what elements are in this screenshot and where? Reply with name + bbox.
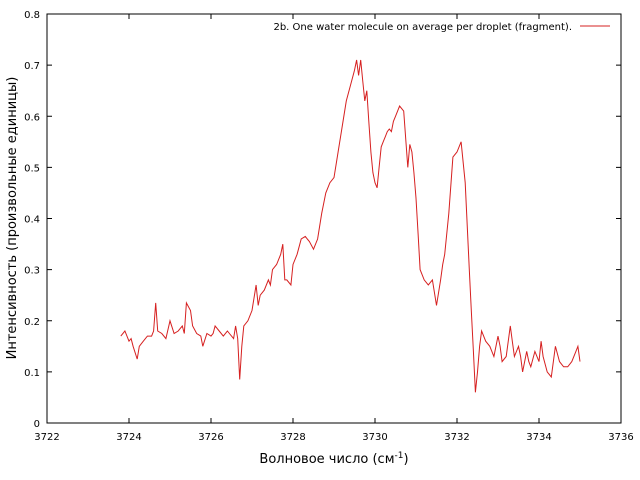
x-tick-label: 3732 — [444, 432, 469, 443]
x-tick-label: 3726 — [198, 432, 223, 443]
y-axis: 0 0.1 0.2 0.3 0.4 0.5 0.6 0.7 0.8 — [24, 10, 621, 430]
y-tick-label: 0.6 — [24, 112, 40, 123]
x-tick-label: 3722 — [34, 432, 59, 443]
y-tick-label: 0 — [34, 419, 40, 430]
x-tick-label: 3736 — [608, 432, 633, 443]
x-axis-title-superscript: -1 — [395, 451, 404, 461]
x-axis-title: Волновое число (см-1) — [259, 451, 408, 467]
x-axis: 3722 3724 3726 3728 3730 3732 3734 3736 — [34, 14, 634, 443]
series-line — [120, 59, 581, 393]
legend-entry: 2b. One water molecule on average per dr… — [273, 22, 572, 33]
y-tick-label: 0.3 — [24, 266, 40, 277]
y-tick-label: 0.5 — [24, 163, 40, 174]
x-axis-title-main: Волновое число (см — [259, 452, 394, 467]
y-tick-label: 0.4 — [24, 215, 40, 226]
y-tick-label: 0.2 — [24, 317, 40, 328]
plot-frame — [46, 13, 622, 424]
x-axis-title-end: ) — [403, 452, 408, 467]
legend: 2b. One water molecule on average per dr… — [273, 22, 610, 33]
x-tick-label: 3728 — [280, 432, 305, 443]
y-tick-label: 0.8 — [24, 10, 40, 21]
y-axis-title: Интенсивность (произвольные единицы) — [5, 77, 20, 360]
y-tick-label: 0.1 — [24, 368, 40, 379]
y-tick-label: 0.7 — [24, 61, 40, 72]
x-tick-label: 3730 — [362, 432, 387, 443]
x-tick-label: 3724 — [116, 432, 141, 443]
x-tick-label: 3734 — [526, 432, 551, 443]
